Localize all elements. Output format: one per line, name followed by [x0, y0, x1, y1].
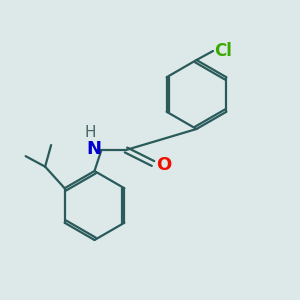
Text: Cl: Cl [214, 42, 232, 60]
Text: O: O [157, 156, 172, 174]
Text: H: H [85, 125, 96, 140]
Text: N: N [86, 140, 101, 158]
